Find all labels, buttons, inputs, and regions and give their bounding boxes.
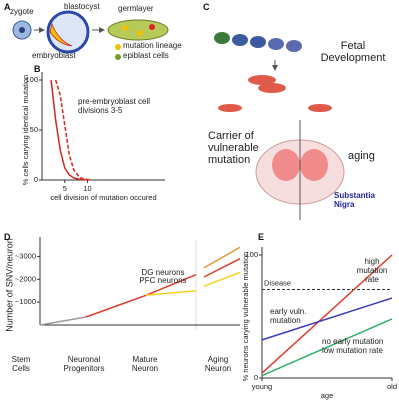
line — [261, 254, 393, 374]
x-tick-label: 5 — [63, 184, 67, 193]
series-label: DG neurons — [141, 268, 184, 277]
x-tick-label: 10 — [83, 184, 91, 193]
label: germlayer — [118, 4, 154, 13]
panel-label: B — [34, 64, 41, 74]
label: Substantia Nigra — [334, 191, 375, 209]
label: Fetal Development — [320, 40, 386, 65]
x-axis-label: cell division of mutation occured — [50, 193, 156, 202]
label: blastocyst — [64, 2, 100, 11]
annotation: early vuln. mutation — [270, 307, 307, 325]
line — [50, 79, 88, 181]
line — [261, 318, 393, 377]
stage-label: Aging Neuron — [204, 355, 232, 373]
germlayer-icon — [107, 19, 169, 41]
zygote-nucleus — [19, 27, 25, 33]
threshold-label: Disease — [264, 278, 291, 287]
y-tick-label: 50 — [30, 125, 38, 134]
panel-label: C — [203, 2, 210, 12]
stage-label: Stem Cells — [11, 355, 31, 373]
line — [203, 246, 241, 269]
annotation: no early mutation low mutation rate — [322, 337, 384, 355]
embryoblast-icon — [49, 22, 73, 47]
panel-label: D — [4, 232, 11, 242]
y-axis-label: % cells carying identical mutation — [21, 75, 30, 185]
brain-region — [300, 149, 328, 181]
label: Carrier of vulnerable mutation — [208, 130, 259, 167]
cell — [122, 25, 128, 31]
label: zygote — [10, 7, 34, 16]
line — [85, 274, 197, 318]
y-tick-label: 100 — [25, 75, 38, 84]
y-axis-label: % neurons carying vulnerable mutation — [241, 252, 250, 382]
y-tick-label: 100 — [245, 250, 258, 259]
label: aging — [348, 150, 375, 162]
annotation: high mutation rate — [356, 257, 388, 284]
line — [39, 316, 87, 326]
label: embryoblast — [32, 51, 76, 60]
x-tick-label: old — [387, 382, 397, 391]
line — [54, 79, 93, 181]
x-axis-label: age — [321, 391, 334, 400]
line — [203, 258, 241, 278]
cell — [137, 30, 143, 36]
brain-region — [272, 149, 300, 181]
legend-entry: mutation lineage — [123, 41, 182, 50]
cell-row — [214, 32, 332, 112]
annotation: pre-embryoblast cell divisions 3-5 — [78, 97, 151, 115]
x-tick-label: young — [252, 382, 272, 391]
legend-marker — [115, 54, 121, 60]
y-axis-label: Number of SNV/neuron — [4, 238, 14, 332]
line — [261, 297, 393, 341]
y-tick-label: ~2000 — [15, 274, 36, 283]
legend-entry: epiblast cells — [123, 51, 169, 60]
y-tick-label: 0 — [254, 373, 258, 382]
line — [145, 289, 197, 297]
stage-label: Neuronal Progenitors — [63, 355, 105, 373]
y-tick-label: 0 — [34, 175, 38, 184]
stage-label: Mature Neuron — [131, 355, 159, 373]
cell — [149, 24, 155, 30]
series-label: PFC neurons — [139, 276, 186, 285]
panel-label: A — [4, 2, 11, 12]
panel-label: E — [258, 232, 265, 242]
blastocyst-icon — [46, 10, 90, 54]
y-tick-label: ~1000 — [15, 297, 36, 306]
y-tick-label: ~3000 — [15, 251, 36, 260]
legend-marker — [115, 44, 121, 50]
line — [203, 271, 241, 287]
